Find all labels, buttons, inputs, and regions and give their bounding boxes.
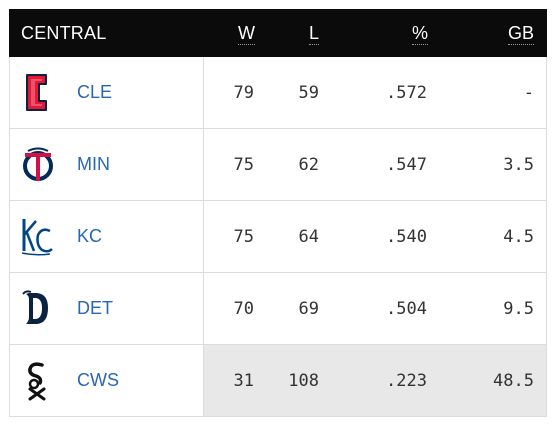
losses-value: 62 (298, 155, 319, 175)
games-back-value: 4.5 (503, 227, 534, 247)
losses-column-header[interactable]: L (309, 23, 320, 45)
win-percentage-value: .572 (386, 83, 427, 103)
stats-cell: 75 62 .547 3.5 (204, 129, 546, 200)
guardians-c-logo-icon (26, 74, 47, 111)
team-cell[interactable]: CWS (10, 345, 204, 416)
team-cell[interactable]: DET (10, 273, 204, 344)
wins-value: 79 (233, 83, 254, 103)
win-percentage-value: .504 (386, 299, 427, 319)
losses-value: 59 (298, 83, 319, 103)
wins-value: 75 (233, 227, 254, 247)
white-sox-logo-icon (28, 362, 46, 401)
tigers-d-logo-icon (22, 290, 48, 324)
table-row: KC 75 64 .540 4.5 (9, 201, 547, 273)
wins-value: 70 (233, 299, 254, 319)
games-back-value: 48.5 (493, 371, 534, 391)
team-cell[interactable]: KC (10, 201, 204, 272)
losses-value: 64 (298, 227, 319, 247)
team-link[interactable]: DET (77, 298, 113, 318)
losses-value: 69 (298, 299, 319, 319)
games-back-value: 3.5 (503, 155, 534, 175)
table-row: CLE 79 59 .572 - (9, 57, 547, 129)
table-row: CWS 31 108 .223 48.5 (9, 345, 547, 417)
losses-value: 108 (288, 371, 319, 391)
division-title: CENTRAL (21, 23, 107, 43)
wins-value: 31 (233, 371, 254, 391)
standings-table: CENTRAL W L % GB CLE 79 59 .572 - (9, 9, 547, 417)
stats-cell: 70 69 .504 9.5 (204, 273, 546, 344)
table-row: DET 70 69 .504 9.5 (9, 273, 547, 345)
games-back-value: - (523, 83, 534, 103)
team-cell[interactable]: CLE (10, 57, 204, 128)
table-row: MIN 75 62 .547 3.5 (9, 129, 547, 201)
win-percentage-value: .547 (386, 155, 427, 175)
wins-column-header[interactable]: W (238, 23, 255, 45)
games-back-column-header[interactable]: GB (508, 23, 535, 45)
twins-tc-logo-icon (23, 147, 53, 181)
team-link[interactable]: MIN (77, 154, 110, 174)
royals-kc-logo-icon (21, 219, 53, 256)
team-link[interactable]: CLE (77, 82, 113, 102)
stats-cell: 31 108 .223 48.5 (204, 345, 546, 416)
team-link[interactable]: CWS (77, 370, 119, 390)
win-percentage-column-header[interactable]: % (412, 23, 429, 45)
standings-header: CENTRAL W L % GB (9, 9, 547, 57)
team-cell[interactable]: MIN (10, 129, 204, 200)
win-percentage-value: .223 (386, 371, 427, 391)
wins-value: 75 (233, 155, 254, 175)
team-link[interactable]: KC (77, 226, 103, 246)
games-back-value: 9.5 (503, 299, 534, 319)
stats-cell: 75 64 .540 4.5 (204, 201, 546, 272)
stats-cell: 79 59 .572 - (204, 57, 546, 128)
win-percentage-value: .540 (386, 227, 427, 247)
